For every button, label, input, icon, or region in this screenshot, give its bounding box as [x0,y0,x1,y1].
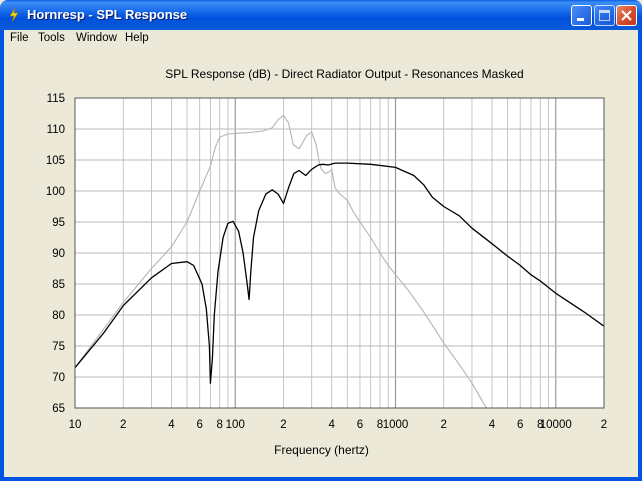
menu-tools[interactable]: Tools [38,32,65,44]
x-tick-label: 10000 [540,419,572,431]
x-tick-label: 8 [217,419,223,431]
series-line-primary [75,162,604,384]
y-tick-label: 75 [52,341,65,353]
x-tick-label: 4 [168,419,175,431]
y-tick-label: 100 [46,186,65,198]
window-title: Hornresp - SPL Response [27,7,188,22]
y-tick-label: 105 [46,155,65,167]
hornresp-app-icon [9,7,19,23]
plot-border [74,97,605,409]
x-tick-label: 2 [120,419,126,431]
minimize-button[interactable] [571,5,592,26]
chart-title: SPL Response (dB) - Direct Radiator Outp… [165,67,523,81]
y-tick-label: 95 [52,217,65,229]
close-button[interactable] [616,5,637,26]
y-tick-label: 70 [52,372,65,384]
y-tick-label: 110 [47,124,65,136]
x-tick-label: 10 [69,419,82,431]
x-tick-label: 8 [377,419,383,431]
y-tick-label: 65 [52,403,65,415]
x-tick-label: 2 [441,419,447,431]
series-line-secondary [75,114,488,408]
menu-file[interactable]: File [10,32,29,44]
maximize-button[interactable] [594,5,615,26]
x-tick-label: 4 [329,419,336,431]
x-tick-label: 100 [226,419,245,431]
x-tick-label: 6 [196,419,202,431]
y-tick-label: 90 [52,248,65,260]
chart-canvas: SPL Response (dB) - Direct Radiator Outp… [6,50,636,476]
y-tick-label: 115 [47,93,65,105]
x-tick-label: 4 [489,419,496,431]
close-icon [621,10,632,21]
x-tick-label: 6 [357,419,363,431]
spl-response-chart: SPL Response (dB) - Direct Radiator Outp… [46,67,607,457]
x-axis-label: Frequency (hertz) [274,443,369,457]
minimize-icon [577,18,584,21]
y-tick-label: 85 [52,279,65,291]
title-bar[interactable]: Hornresp - SPL Response [0,0,642,30]
y-tick-label: 80 [52,310,65,322]
grid-lines [75,98,604,408]
maximize-icon [599,10,610,21]
x-tick-label: 1000 [383,419,409,431]
client-area: File Tools Window Help SPL Response (dB)… [4,30,638,477]
x-tick-label: 6 [517,419,523,431]
x-tick-label: 2 [601,419,607,431]
menu-bar: File Tools Window Help [4,30,638,48]
x-tick-label: 2 [280,419,286,431]
menu-window[interactable]: Window [76,32,117,44]
x-tick-label: 8 [537,419,543,431]
menu-help[interactable]: Help [125,32,149,44]
